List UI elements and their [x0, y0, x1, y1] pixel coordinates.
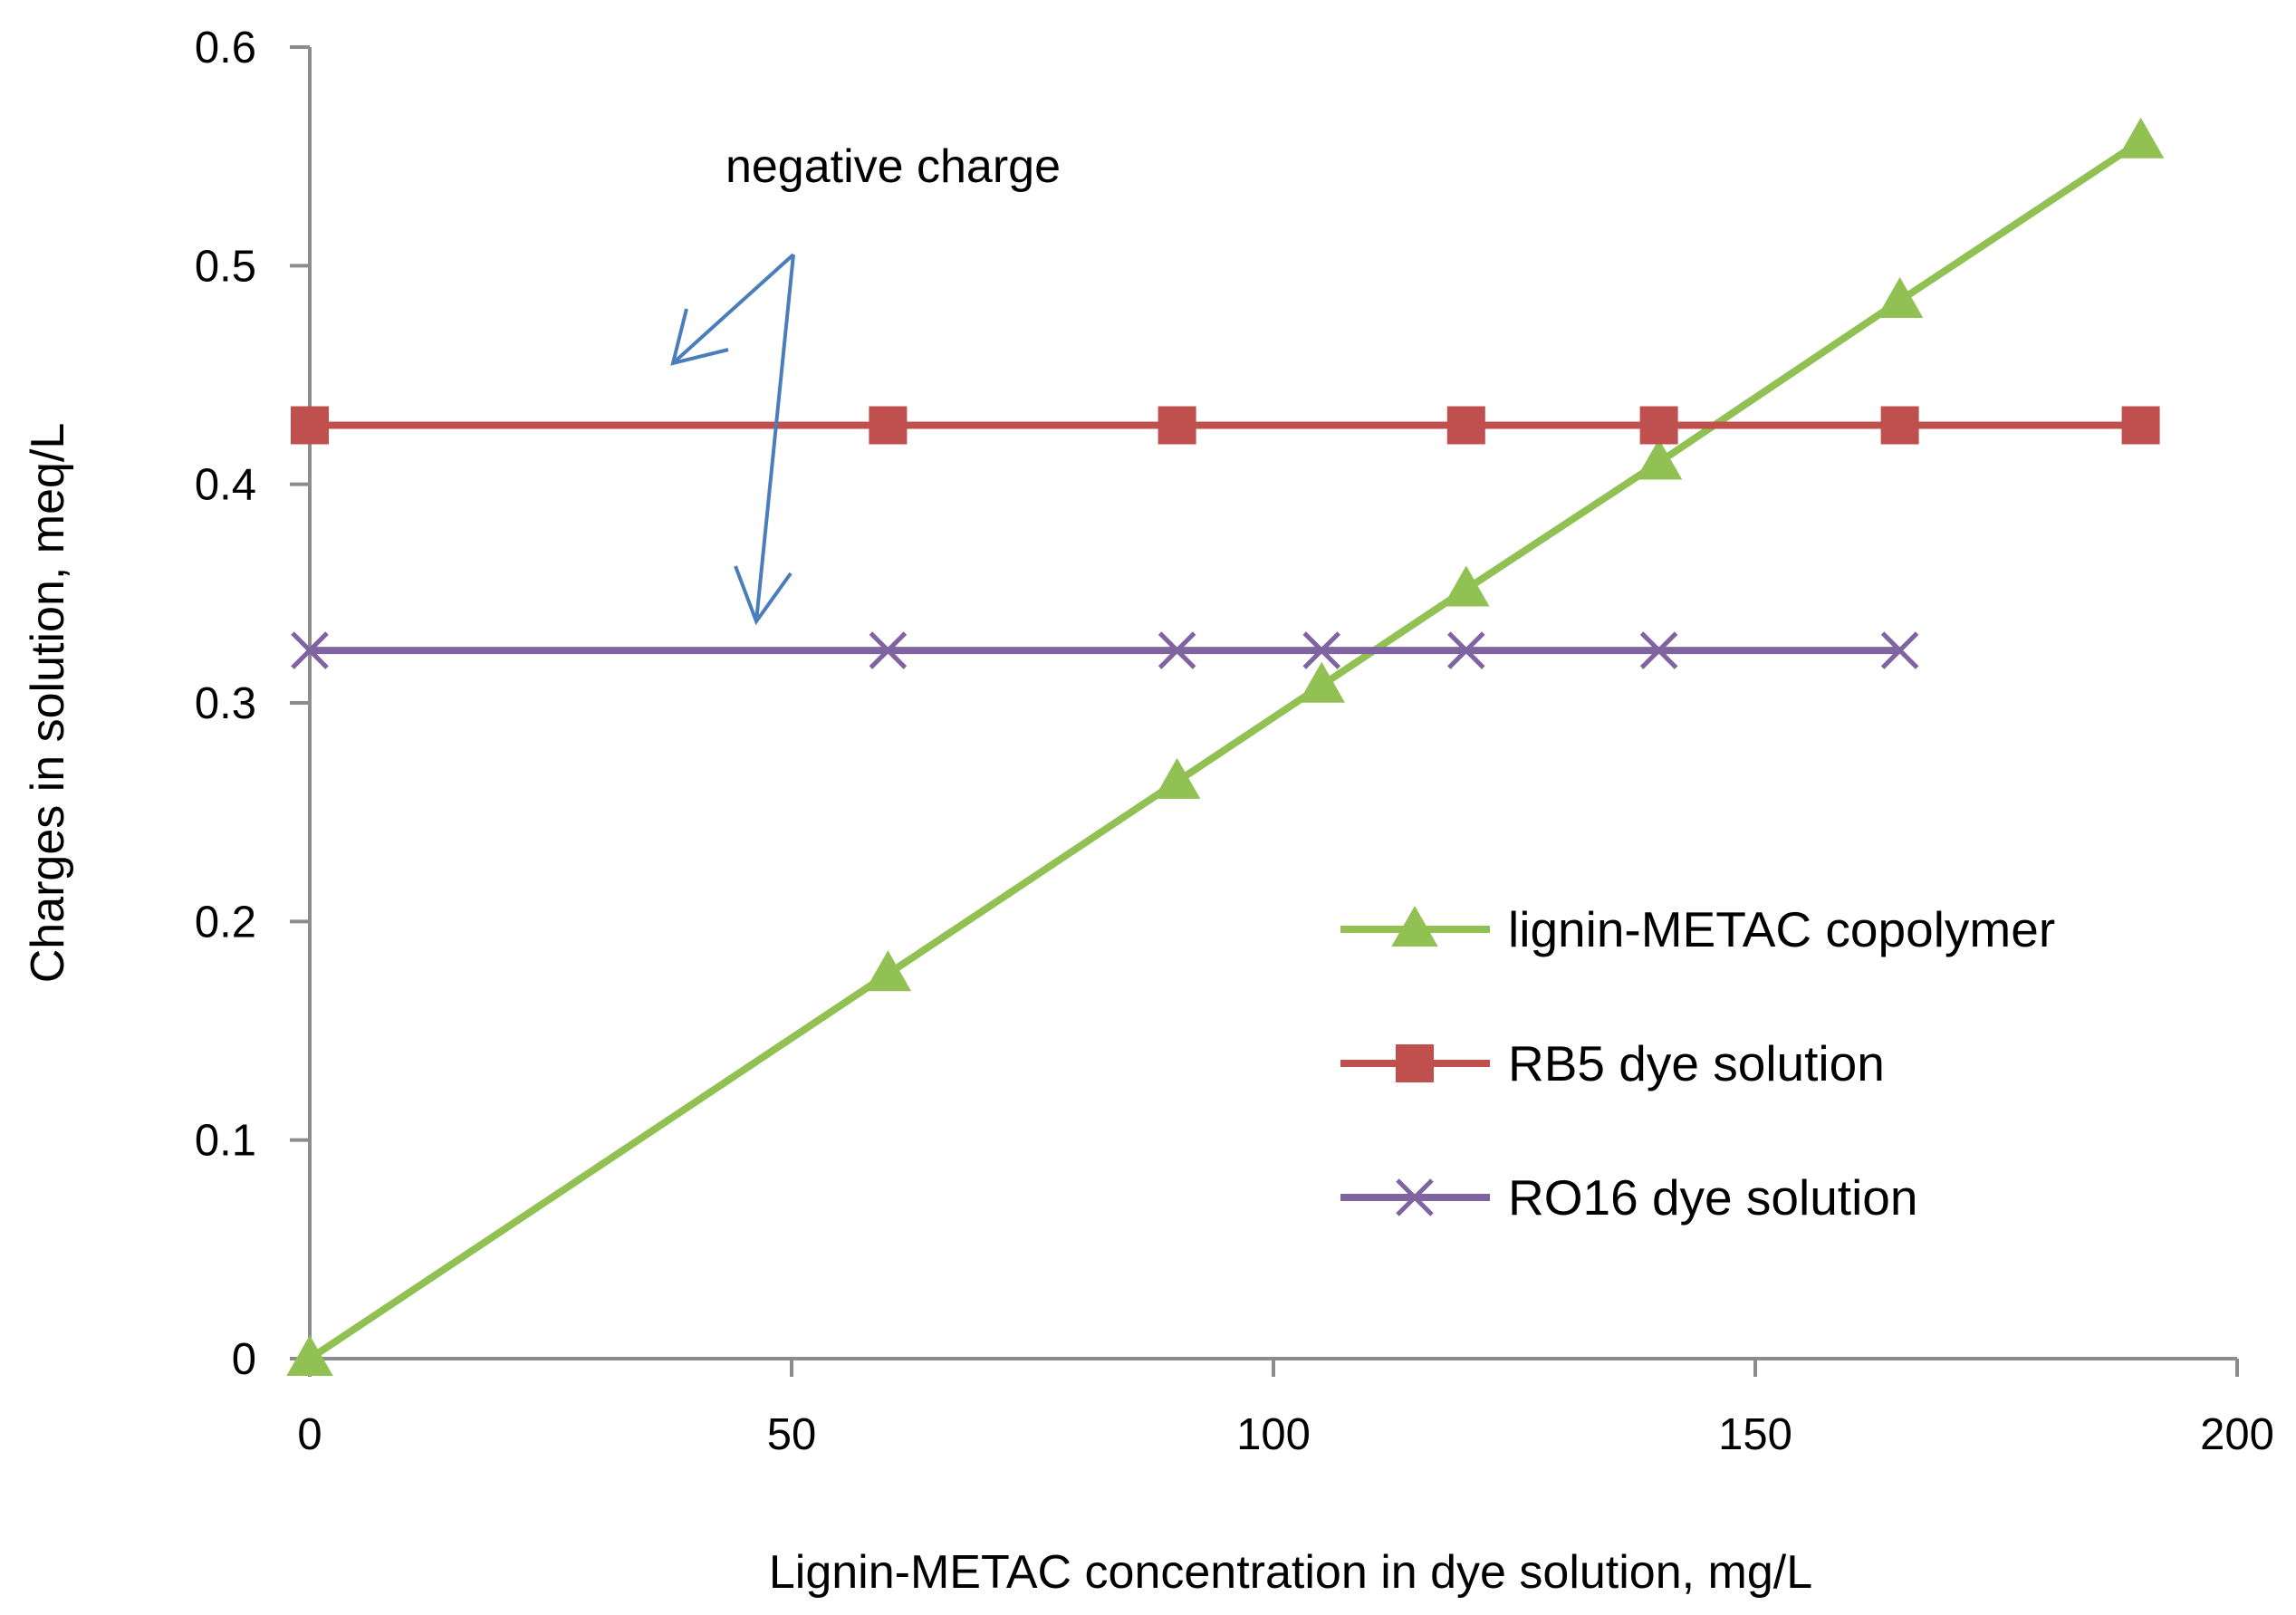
data-point-x: [291, 631, 329, 669]
legend: lignin-METAC copolymer RB5 dye solution RO…: [1340, 901, 2055, 1226]
data-point-square: [1158, 406, 1196, 445]
y-tick-label: 0.2: [195, 898, 256, 947]
legend-marker: [1391, 905, 1438, 947]
data-point-triangle: [1876, 276, 1924, 318]
data-point-x: [1880, 631, 1919, 669]
series-line: [307, 138, 2143, 1362]
axes: [308, 47, 2237, 1360]
data-point-square: [1639, 406, 1678, 445]
legend-label: RO16 dye solution: [1508, 1169, 1918, 1226]
y-axis-title: Charges in solution, meq/L: [22, 423, 74, 984]
x-tick-label: 100: [1236, 1410, 1311, 1459]
arrow-shaft: [671, 253, 795, 365]
annotation-negative-charge: negative charge: [670, 140, 1061, 626]
y-tick-label: 0: [232, 1335, 256, 1384]
legend-item: RB5 dye solution: [1340, 1035, 1885, 1091]
arrow-head: [734, 565, 793, 626]
data-point-square: [869, 406, 908, 445]
series-lignin-metac-copolymer: [286, 117, 2165, 1376]
x-tick-label: 200: [2200, 1410, 2274, 1459]
data-point-triangle: [864, 950, 912, 992]
legend-item: RO16 dye solution: [1340, 1169, 1918, 1226]
annotation-label: negative charge: [725, 140, 1061, 193]
y-tick-label: 0.5: [195, 242, 256, 291]
legend-marker: [1396, 1044, 1434, 1082]
data-point-triangle: [1153, 757, 1201, 799]
x-tick-label: 0: [297, 1410, 322, 1459]
annotation-arrows: [670, 253, 795, 626]
arrow-head: [670, 308, 729, 366]
data-point-triangle: [1635, 438, 1683, 480]
data-point-x: [1302, 631, 1340, 669]
data-point-triangle: [1298, 661, 1345, 703]
data-point-square: [291, 406, 329, 445]
y-ticks: 0 0.1 0.2 0.3 0.4 0.5 0.6: [195, 24, 310, 1384]
data-point-triangle: [1443, 565, 1490, 607]
data-point-square: [1880, 406, 1919, 445]
data-point-triangle: [286, 1334, 333, 1376]
series-rb5-dye-solution: [291, 406, 2160, 445]
data-point-square: [1446, 406, 1485, 445]
y-tick-label: 0.1: [195, 1117, 256, 1166]
data-point-x: [1639, 631, 1678, 669]
legend-item: lignin-METAC copolymer: [1340, 901, 2055, 957]
y-tick-label: 0.3: [195, 679, 256, 728]
x-ticks: 0 50 100 150 200: [297, 1359, 2274, 1459]
data-point-x: [1447, 631, 1485, 669]
data-point-x: [869, 631, 908, 669]
y-tick-label: 0.6: [195, 24, 256, 72]
data-point-square: [2121, 406, 2160, 445]
data-point-triangle: [2117, 117, 2165, 159]
y-tick-label: 0.4: [195, 461, 256, 510]
legend-label: lignin-METAC copolymer: [1508, 901, 2055, 957]
arrow-shaft: [754, 254, 795, 622]
series-layer: [286, 117, 2165, 1376]
x-tick-label: 50: [767, 1410, 817, 1459]
series-ro16-dye-solution: [291, 631, 1919, 669]
x-tick-label: 150: [1718, 1410, 1792, 1459]
x-axis-title: Lignin-METAC concentration in dye soluti…: [769, 1546, 1812, 1599]
data-point-x: [1158, 631, 1196, 669]
legend-label: RB5 dye solution: [1508, 1035, 1885, 1091]
legend-marker: [1396, 1178, 1434, 1216]
